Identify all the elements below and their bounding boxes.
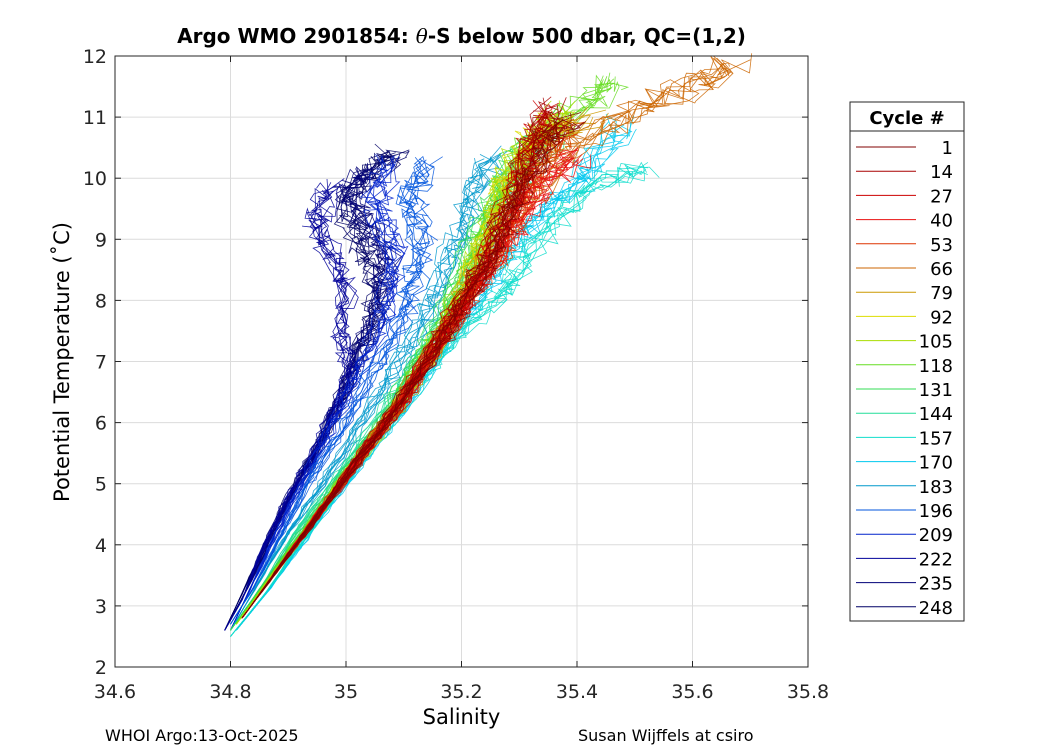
title-prefix: Argo WMO 2901854: — [177, 24, 416, 48]
series-line — [241, 57, 724, 619]
series-group — [241, 111, 587, 619]
series-line — [224, 152, 379, 631]
series-line — [241, 56, 731, 619]
series-line — [230, 161, 647, 637]
x-tick-label: 35.6 — [671, 681, 713, 703]
legend-entry-label: 14 — [930, 162, 953, 183]
series-line — [241, 112, 582, 619]
series-line — [230, 155, 400, 631]
y-tick-label: 8 — [95, 290, 107, 312]
x-tick-label: 34.6 — [94, 681, 136, 703]
legend-entry-label: 157 — [919, 428, 953, 449]
y-tick-label: 10 — [83, 168, 107, 190]
legend-entry-label: 144 — [919, 404, 953, 425]
series-line — [241, 55, 732, 619]
series-line — [241, 59, 751, 619]
footer-credit: Susan Wijffels at csiro — [578, 726, 754, 745]
chart-title: Argo WMO 2901854: θ-S below 500 dbar, QC… — [115, 24, 808, 48]
legend-entry-label: 222 — [919, 549, 953, 570]
series-line — [230, 165, 648, 637]
series-line — [235, 126, 633, 631]
legend-title: Cycle # — [869, 108, 944, 129]
series-line — [230, 163, 647, 637]
legend-entry-label: 53 — [930, 235, 953, 256]
series-group — [230, 155, 443, 625]
series-line — [230, 165, 646, 637]
series-line — [241, 112, 572, 619]
x-tick-label: 35 — [334, 681, 358, 703]
legend-entry-label: 105 — [919, 332, 953, 353]
series-group — [235, 113, 637, 631]
series-line — [241, 126, 568, 619]
series-line — [241, 53, 753, 619]
series-line — [230, 166, 439, 625]
x-tick-label: 34.8 — [209, 681, 251, 703]
legend-entry-label: 209 — [919, 525, 953, 546]
legend-entry-label: 118 — [919, 356, 953, 377]
y-tick-label: 9 — [95, 229, 107, 251]
y-tick-label: 11 — [83, 107, 107, 129]
series-line — [230, 156, 443, 625]
series-line — [230, 163, 648, 637]
y-tick-label: 2 — [95, 657, 107, 679]
series-line — [230, 162, 649, 637]
series-line — [241, 57, 729, 619]
legend-entry-label: 235 — [919, 574, 953, 595]
legend-entry-label: 40 — [930, 211, 953, 232]
y-tick-label: 3 — [95, 596, 107, 618]
series-line — [224, 178, 362, 631]
legend-entry-label: 27 — [930, 186, 953, 207]
series-line — [230, 154, 495, 631]
legend-entry-label: 170 — [919, 453, 953, 474]
y-tick-label: 6 — [95, 413, 107, 435]
series-line — [241, 122, 581, 619]
legend-entry-label: 183 — [919, 477, 953, 498]
y-tick-label: 12 — [83, 46, 107, 68]
legend-entry-label: 92 — [930, 307, 953, 328]
y-tick-label: 4 — [95, 535, 107, 557]
y-tick-label: 5 — [95, 474, 107, 496]
legend-entry-label: 79 — [930, 283, 953, 304]
x-tick-label: 35.4 — [556, 681, 598, 703]
legend: Cycle # 1 14 27 40 53 66 79 92 105 118 131 144 157 170… — [849, 101, 965, 622]
series-line — [241, 63, 730, 619]
legend-entry-label: 1 — [942, 138, 953, 159]
series-line — [230, 166, 660, 637]
series-line — [241, 63, 733, 619]
x-tick-label: 35.8 — [787, 681, 829, 703]
footer-source: WHOI Argo:13-Oct-2025 — [105, 726, 299, 745]
legend-entry-label: 196 — [919, 501, 953, 522]
series-line — [224, 143, 391, 631]
y-tick-label: 7 — [95, 352, 107, 374]
legend-entry-label: 248 — [919, 598, 953, 619]
series-line — [241, 123, 575, 619]
series-line — [241, 62, 730, 619]
series-line — [235, 115, 635, 631]
grid-lines — [114, 55, 809, 668]
title-suffix: -S below 500 dbar, QC=(1,2) — [427, 24, 746, 48]
legend-entry-label: 66 — [930, 259, 953, 280]
series-line — [230, 170, 643, 637]
series-group — [241, 53, 753, 619]
axis-ticks: 34.6 34.8 35 35.2 35.4 35.6 35.8 2 3 4 5 6 7 8 9 10 11 12 — [83, 46, 829, 703]
data-series — [224, 53, 753, 637]
series-line — [224, 152, 396, 631]
y-axis-label: Potential Temperature (˚C) — [50, 222, 74, 502]
x-tick-label: 35.2 — [440, 681, 482, 703]
x-axis-label: Salinity — [422, 705, 501, 729]
series-line — [224, 166, 398, 631]
title-theta-symbol: θ — [415, 24, 428, 48]
legend-entry-label: 131 — [919, 380, 953, 401]
